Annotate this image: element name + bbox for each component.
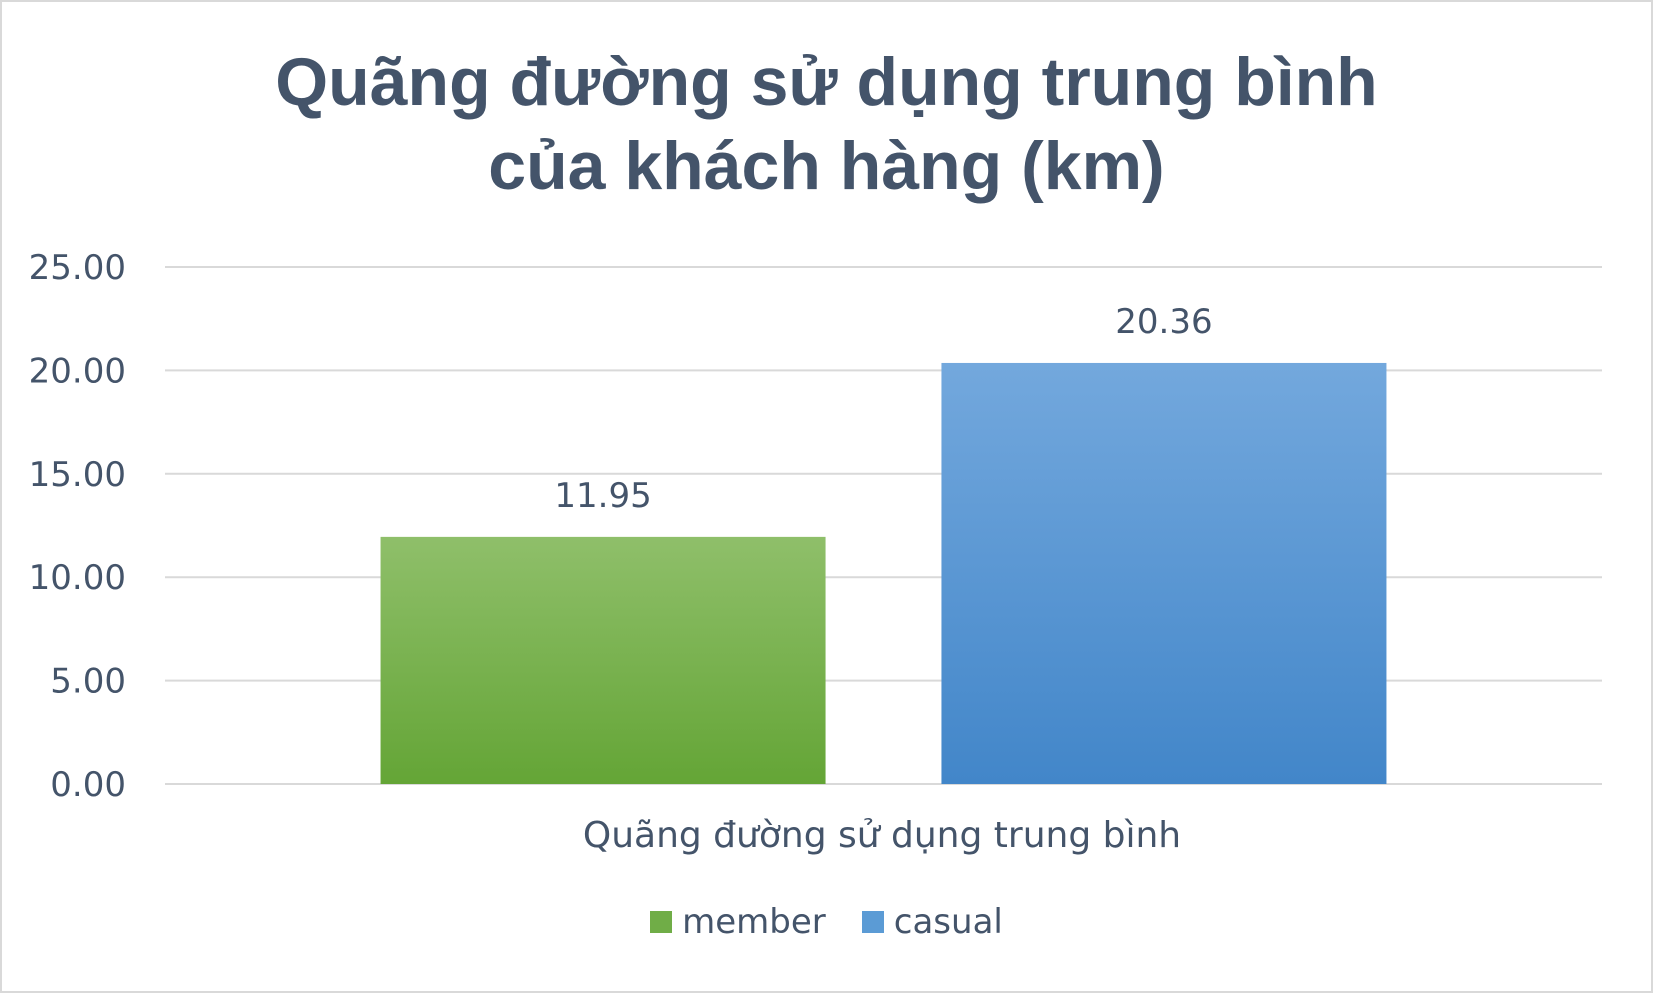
bar-casual bbox=[941, 362, 1387, 784]
bars bbox=[380, 362, 1387, 784]
y-tick-label: 0.00 bbox=[50, 765, 126, 805]
y-tick-label: 10.00 bbox=[29, 558, 126, 598]
y-tick-label: 5.00 bbox=[50, 662, 126, 702]
chart-title-line-2: của khách hàng (km) bbox=[488, 128, 1165, 204]
legend-swatch-member bbox=[650, 911, 673, 933]
chart-title-line-1: Quãng đường sử dụng trung bình bbox=[275, 44, 1378, 120]
chart-title: Quãng đường sử dụng trung bình của khách… bbox=[2, 40, 1651, 208]
legend-label-member: member bbox=[682, 902, 826, 942]
legend-label-casual: casual bbox=[893, 902, 1003, 942]
y-tick-label: 25.00 bbox=[29, 248, 126, 288]
data-label-member: 11.95 bbox=[554, 476, 651, 516]
y-tick-label: 20.00 bbox=[29, 351, 126, 391]
y-tick-label: 15.00 bbox=[29, 455, 126, 495]
legend-item-casual: casual bbox=[861, 902, 1003, 942]
y-axis-tick-labels: 0.00 5.00 10.00 15.00 20.00 25.00 bbox=[29, 248, 126, 805]
legend: member casual bbox=[2, 902, 1651, 942]
legend-swatch-casual bbox=[861, 911, 884, 933]
bar-member bbox=[380, 536, 826, 784]
x-category-label: Quãng đường sử dụng trung bình bbox=[583, 815, 1181, 856]
legend-item-member: member bbox=[650, 902, 826, 942]
data-labels: 11.95 20.36 bbox=[554, 302, 1212, 516]
data-label-casual: 20.36 bbox=[1115, 302, 1212, 342]
